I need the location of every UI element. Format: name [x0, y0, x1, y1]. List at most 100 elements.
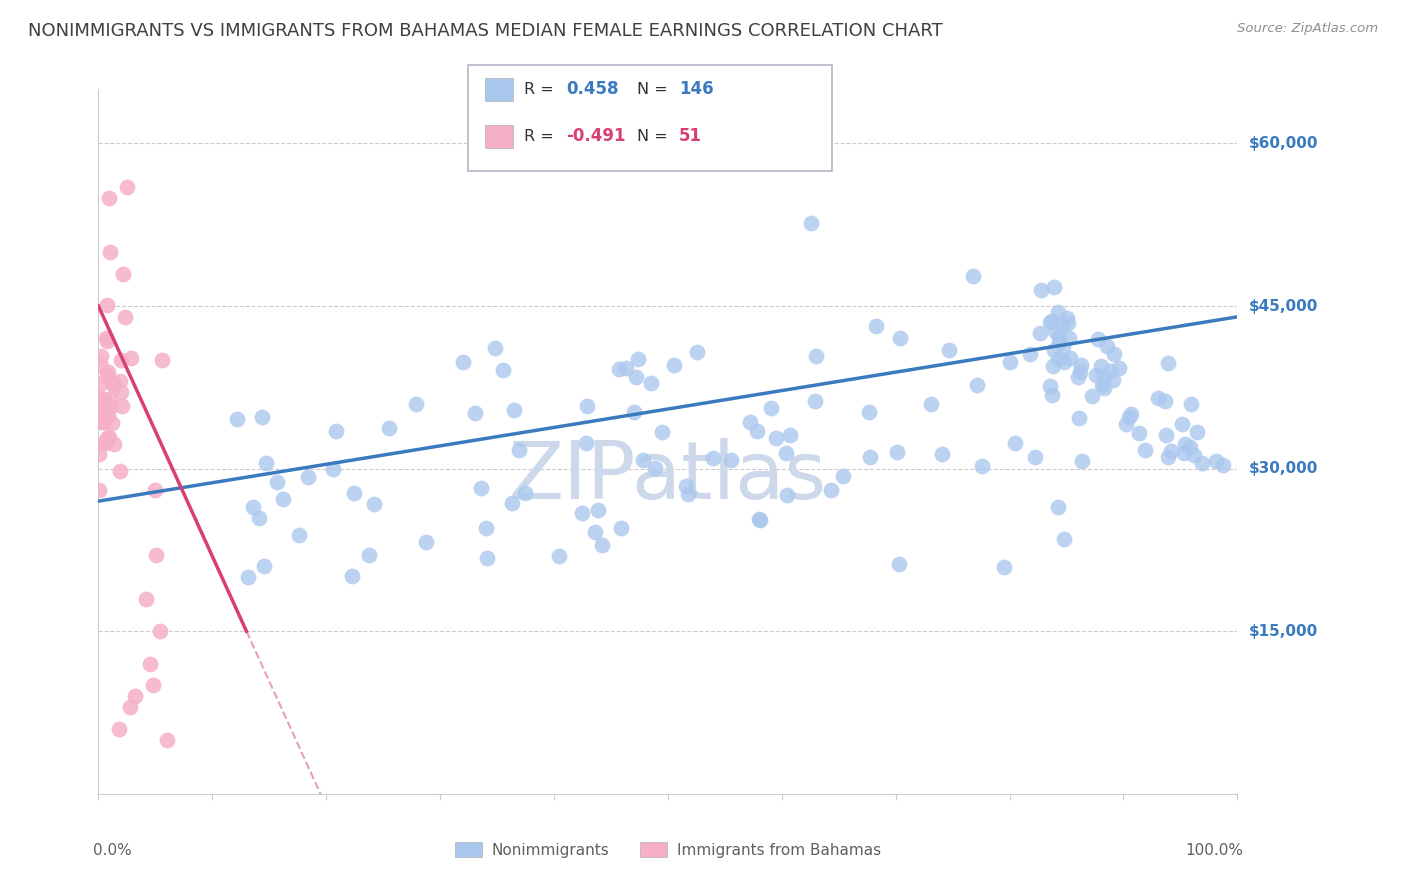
Point	[1070, 358, 1092, 372]
Point	[962, 269, 984, 284]
Point	[686, 344, 709, 359]
Point	[576, 399, 599, 413]
Point	[761, 401, 783, 416]
Point	[1029, 284, 1052, 298]
Point	[970, 458, 993, 473]
Point	[98, 244, 121, 259]
Text: 51: 51	[679, 128, 702, 145]
Point	[1205, 454, 1227, 468]
Point	[115, 179, 138, 194]
Point	[96, 431, 118, 445]
Point	[740, 415, 762, 429]
Point	[1043, 343, 1066, 357]
Point	[1040, 388, 1063, 402]
Point	[931, 446, 953, 460]
Point	[1046, 500, 1069, 515]
Point	[1180, 440, 1202, 454]
Point	[89, 397, 111, 411]
Point	[322, 461, 344, 475]
Point	[623, 404, 645, 418]
Point	[90, 350, 112, 364]
Point	[405, 397, 427, 411]
Text: $60,000: $60,000	[1249, 136, 1317, 151]
Point	[149, 624, 172, 639]
Point	[94, 434, 117, 449]
Point	[1029, 326, 1052, 340]
Point	[547, 549, 569, 563]
Point	[474, 521, 496, 535]
Point	[103, 378, 125, 392]
Point	[363, 498, 385, 512]
Point	[1043, 279, 1066, 293]
Point	[1053, 533, 1076, 547]
Text: 0.458: 0.458	[567, 80, 619, 98]
Point	[150, 353, 173, 368]
Point	[96, 331, 118, 345]
Point	[1069, 366, 1091, 380]
Point	[886, 445, 908, 459]
Point	[266, 475, 288, 489]
Point	[607, 362, 630, 376]
Point	[865, 319, 887, 334]
Point	[610, 521, 633, 535]
Point	[1095, 339, 1118, 353]
Point	[1102, 347, 1125, 361]
Point	[1092, 381, 1115, 395]
Point	[1128, 425, 1150, 440]
Point	[97, 409, 120, 423]
Point	[1101, 373, 1123, 387]
Point	[748, 513, 770, 527]
Point	[143, 483, 166, 498]
Point	[101, 376, 124, 390]
Point	[720, 452, 742, 467]
Point	[1039, 315, 1062, 329]
Point	[1059, 331, 1081, 345]
Point	[96, 401, 118, 416]
Point	[87, 483, 110, 498]
Text: N =: N =	[637, 82, 673, 96]
Point	[627, 351, 650, 366]
Point	[1059, 351, 1081, 365]
Point	[1098, 364, 1121, 378]
Point	[585, 524, 607, 539]
Point	[343, 485, 366, 500]
Point	[1004, 436, 1026, 450]
Point	[1070, 454, 1092, 468]
Point	[142, 678, 165, 692]
Point	[103, 437, 125, 451]
Text: 100.0%: 100.0%	[1185, 843, 1243, 858]
Point	[120, 351, 142, 365]
Point	[1040, 314, 1063, 328]
Text: 146: 146	[679, 80, 714, 98]
Point	[1160, 444, 1182, 458]
Point	[513, 485, 536, 500]
Point	[640, 376, 662, 391]
Point	[1191, 456, 1213, 470]
Point	[575, 435, 598, 450]
Point	[135, 591, 157, 606]
Point	[242, 500, 264, 515]
Point	[120, 700, 142, 714]
Point	[889, 331, 911, 345]
Point	[1056, 311, 1078, 326]
Point	[145, 549, 167, 563]
Point	[451, 355, 474, 369]
Point	[1087, 332, 1109, 346]
Point	[108, 722, 131, 736]
Point	[96, 334, 118, 349]
Point	[1108, 360, 1130, 375]
Point	[631, 453, 654, 467]
Point	[98, 429, 121, 443]
Text: 0.0%: 0.0%	[93, 843, 132, 858]
Point	[1171, 417, 1194, 431]
Point	[571, 506, 593, 520]
Point	[832, 469, 855, 483]
Text: N =: N =	[637, 129, 673, 144]
Point	[765, 431, 787, 445]
Point	[614, 361, 637, 376]
Text: $45,000: $45,000	[1249, 299, 1317, 313]
Point	[96, 368, 118, 383]
Point	[889, 557, 911, 571]
Point	[110, 352, 132, 367]
Point	[1092, 370, 1115, 384]
